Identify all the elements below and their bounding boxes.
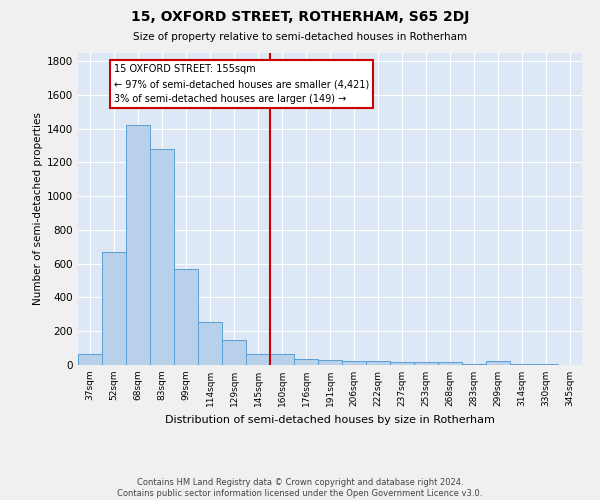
- Bar: [294, 359, 318, 365]
- Bar: [438, 362, 462, 365]
- Bar: [246, 354, 270, 365]
- Text: Contains HM Land Registry data © Crown copyright and database right 2024.
Contai: Contains HM Land Registry data © Crown c…: [118, 478, 482, 498]
- Y-axis label: Number of semi-detached properties: Number of semi-detached properties: [33, 112, 43, 305]
- Bar: [318, 360, 342, 365]
- Text: 15 OXFORD STREET: 155sqm
← 97% of semi-detached houses are smaller (4,421)
3% of: 15 OXFORD STREET: 155sqm ← 97% of semi-d…: [114, 64, 369, 104]
- Bar: [414, 362, 438, 365]
- X-axis label: Distribution of semi-detached houses by size in Rotherham: Distribution of semi-detached houses by …: [165, 414, 495, 424]
- Bar: [366, 362, 390, 365]
- Bar: [510, 364, 534, 365]
- Bar: [486, 362, 510, 365]
- Bar: [102, 252, 126, 365]
- Bar: [150, 149, 174, 365]
- Bar: [198, 322, 222, 365]
- Bar: [222, 340, 246, 365]
- Bar: [126, 125, 150, 365]
- Bar: [174, 268, 198, 365]
- Bar: [462, 364, 486, 365]
- Bar: [78, 354, 102, 365]
- Bar: [270, 354, 294, 365]
- Bar: [534, 364, 558, 365]
- Text: Size of property relative to semi-detached houses in Rotherham: Size of property relative to semi-detach…: [133, 32, 467, 42]
- Text: 15, OXFORD STREET, ROTHERHAM, S65 2DJ: 15, OXFORD STREET, ROTHERHAM, S65 2DJ: [131, 10, 469, 24]
- Bar: [342, 361, 366, 365]
- Bar: [390, 362, 414, 365]
